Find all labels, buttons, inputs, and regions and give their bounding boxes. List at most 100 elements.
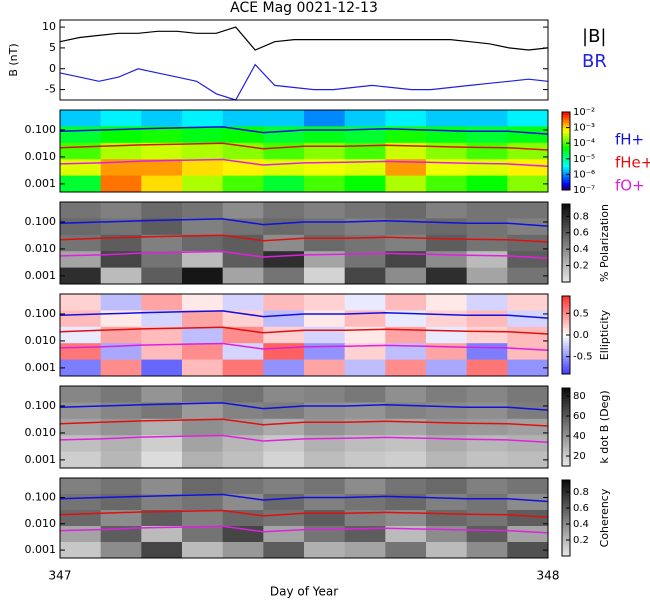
heatmap-cell — [141, 526, 183, 543]
gyro-line — [59, 326, 549, 335]
heatmap-cell — [426, 218, 468, 236]
y-tick-label: 0.010 — [25, 426, 57, 439]
colorbar-step — [562, 453, 570, 457]
heatmap-cell — [263, 175, 305, 193]
colorbar-step — [562, 184, 570, 188]
colorbar-step — [562, 258, 570, 262]
heatmap-cell — [344, 494, 386, 511]
heatmap-cell — [466, 251, 508, 269]
colorbar-step — [562, 480, 570, 484]
colorbar-step — [562, 419, 570, 423]
heatmap-cell — [304, 478, 346, 495]
heatmap-cell — [100, 526, 142, 543]
heatmap-cell — [182, 494, 224, 511]
heatmap-cell — [100, 386, 142, 403]
colorbar-step — [562, 222, 570, 226]
heatmap-cell — [304, 110, 346, 127]
colorbar-step — [562, 314, 570, 318]
colorbar-step — [562, 301, 570, 305]
colorbar-step — [562, 245, 570, 249]
colorbar-tick-label: 0.2 — [573, 535, 589, 546]
heatmap-cell — [304, 267, 346, 285]
heatmap-cell — [304, 142, 346, 160]
heatmap-cell — [222, 267, 264, 285]
y-tick-label: 0.010 — [25, 334, 57, 347]
x-tick-label: 347 — [49, 569, 72, 583]
heatmap-cell — [222, 451, 264, 469]
colorbar-tick-label: 60 — [573, 411, 586, 422]
plot-frame — [59, 19, 549, 101]
heatmap-cell — [222, 110, 264, 127]
colorbar-step — [562, 455, 570, 459]
heatmap-cell — [426, 510, 468, 527]
colorbar-step — [562, 232, 570, 236]
colorbar-step — [562, 266, 570, 270]
heatmap-cell — [222, 359, 264, 377]
heatmap-cell — [466, 310, 508, 328]
heatmap-cell — [344, 402, 386, 420]
heatmap-cell — [507, 494, 549, 511]
colorbar-step — [562, 366, 570, 370]
colorbar-step — [562, 553, 570, 557]
heatmap-cell — [344, 159, 386, 177]
heatmap-cell — [60, 267, 102, 285]
heatmap-cell — [466, 510, 508, 527]
colorbar-step — [562, 119, 570, 123]
heatmap-cell — [385, 175, 427, 193]
heatmap-cell — [182, 142, 224, 160]
heatmap-cell — [466, 418, 508, 436]
colorbar-step — [562, 324, 570, 328]
heatmap-cell — [263, 494, 305, 511]
colorbar-step — [562, 416, 570, 420]
heatmap-cell — [507, 218, 549, 236]
heatmap-cell — [344, 126, 386, 144]
heatmap-cell — [60, 402, 102, 420]
colorbar-step — [562, 525, 570, 529]
y-tick-label: 0.001 — [25, 543, 57, 556]
panel — [59, 386, 549, 469]
colorbar-step — [562, 211, 570, 215]
heatmap-cell — [141, 310, 183, 328]
heatmap-cell — [60, 435, 102, 453]
heatmap-cell — [426, 310, 468, 328]
colorbar-step — [562, 161, 570, 165]
heatmap-cell — [507, 478, 549, 495]
heatmap-cell — [385, 542, 427, 559]
heatmap-cell — [182, 251, 224, 269]
y-tick-label: -5 — [45, 83, 56, 96]
heatmap-cell — [141, 359, 183, 377]
heatmap-cell — [100, 175, 142, 193]
y-tick-label: 0.100 — [25, 307, 57, 320]
heatmap-cell — [141, 294, 183, 311]
colorbar-step — [562, 512, 570, 516]
heatmap-cell — [507, 542, 549, 559]
heatmap-cell — [141, 510, 183, 527]
colorbar-step — [562, 395, 570, 399]
heatmap-cell — [304, 542, 346, 559]
heatmap-cell — [385, 251, 427, 269]
colorbar-step — [562, 429, 570, 433]
colorbar-step — [562, 145, 570, 149]
heatmap-cell — [304, 402, 346, 420]
colorbar-tick-label: 10⁻² — [573, 107, 595, 118]
heatmap-cell — [222, 218, 264, 236]
heatmap-cell — [182, 234, 224, 252]
plot-frame — [59, 477, 549, 559]
heatmap-cell — [344, 310, 386, 328]
colorbar-step — [562, 148, 570, 152]
heatmap-cell — [100, 418, 142, 436]
heatmap-cell — [426, 126, 468, 144]
heatmap-cell — [141, 386, 183, 403]
colorbar-tick-label: 0.6 — [573, 503, 589, 514]
colorbar-step — [562, 112, 570, 116]
colorbar-step — [562, 132, 570, 136]
colorbar-tick-label: 40 — [573, 431, 586, 442]
heatmap-cell — [507, 451, 549, 469]
colorbar-step — [562, 530, 570, 534]
heatmap-cell — [385, 478, 427, 495]
line — [59, 63, 549, 101]
heatmap-cell — [507, 234, 549, 252]
heatmap-cell — [385, 110, 427, 127]
colorbar-step — [562, 445, 570, 449]
colorbar-step — [562, 316, 570, 320]
